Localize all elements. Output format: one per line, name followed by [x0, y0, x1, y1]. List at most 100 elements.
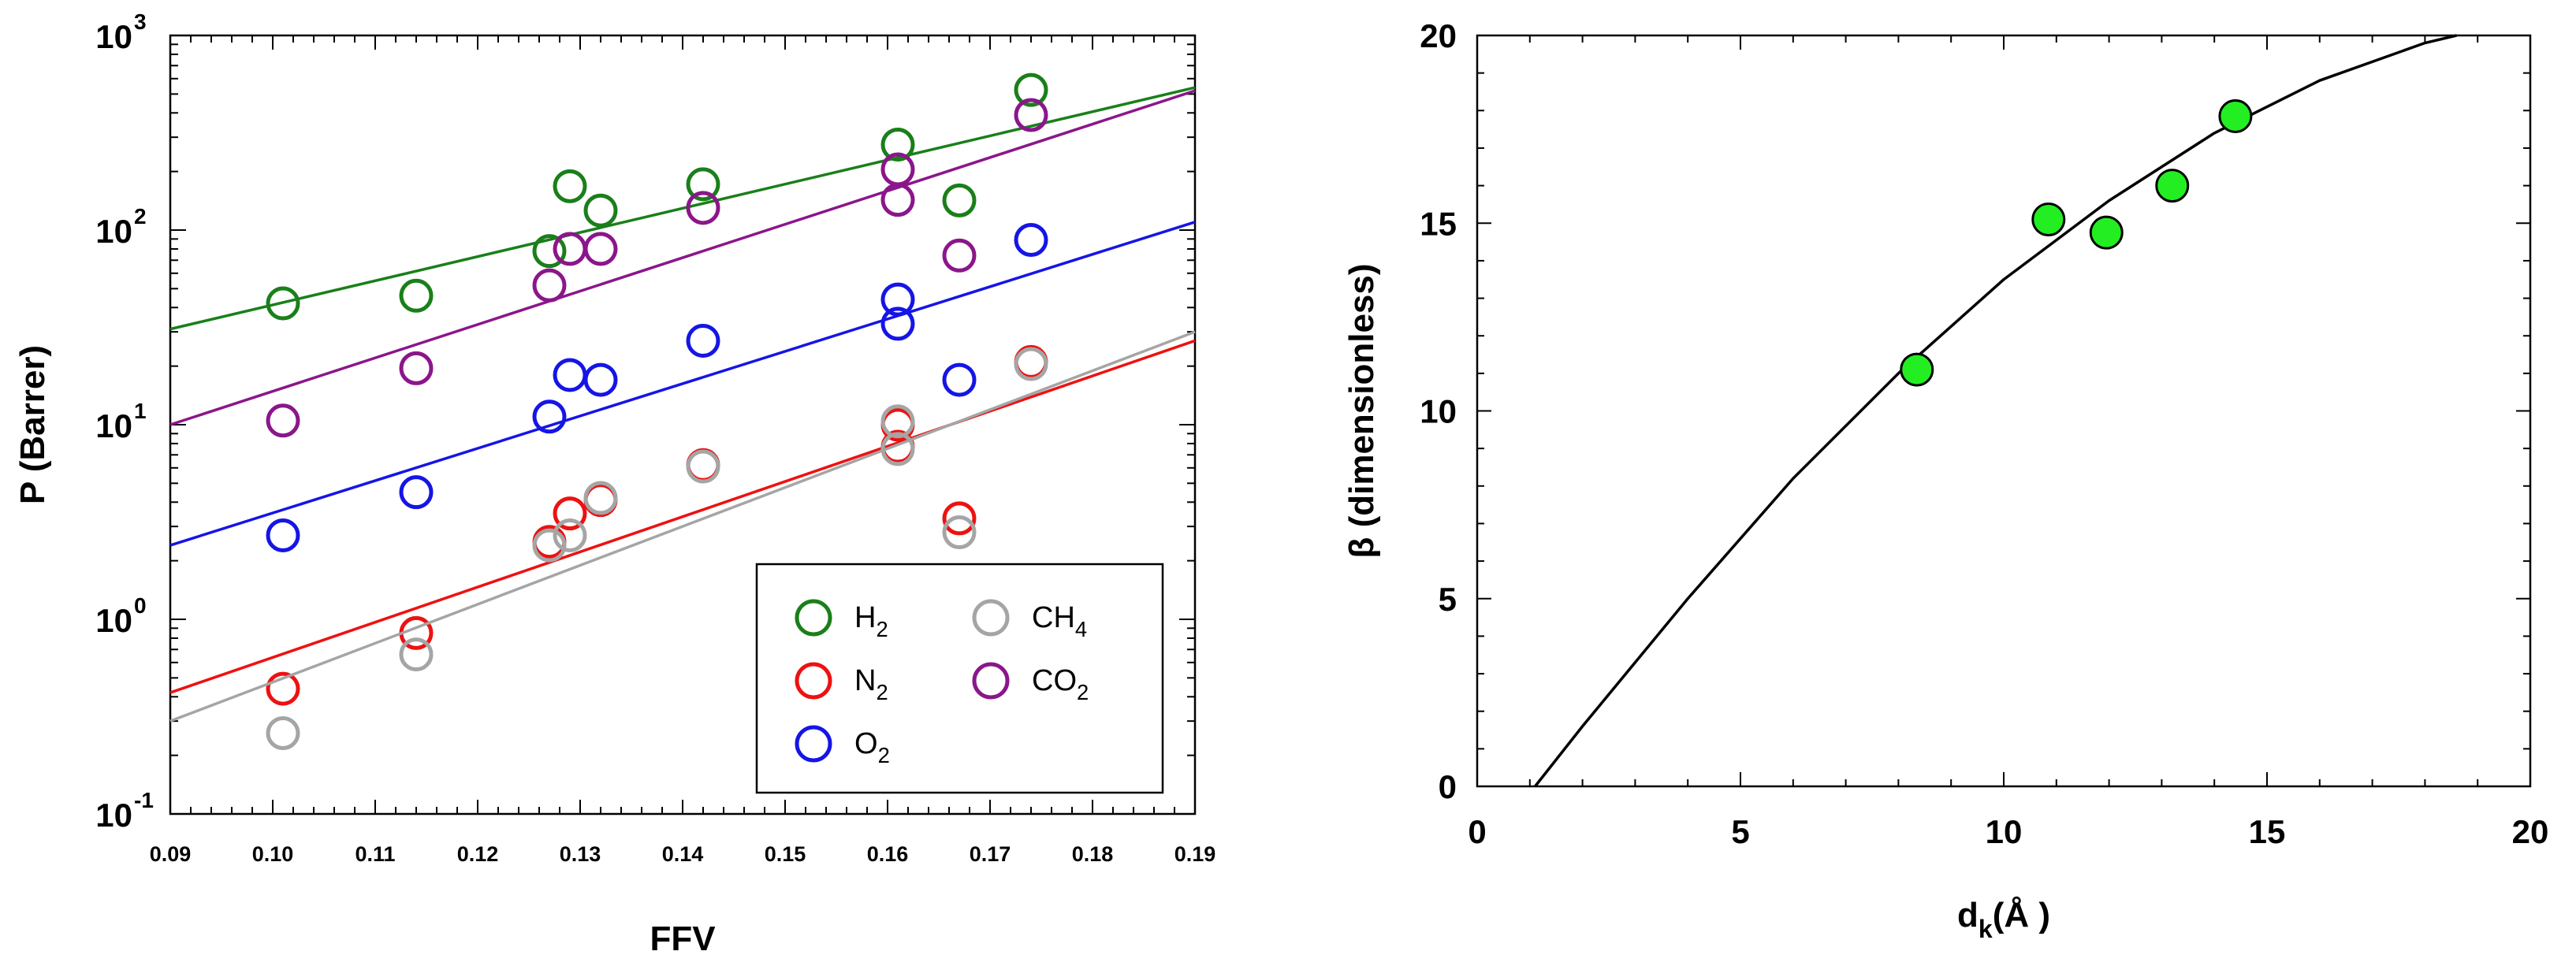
data-point-H2: [399, 278, 434, 313]
left-y-tick-exponent: 1: [134, 399, 147, 423]
data-point-CH4: [942, 515, 977, 550]
fit-line-N2: [169, 339, 1196, 694]
legend-label-H2: H2: [854, 601, 888, 641]
right-y-axis-title: β (dimensionless): [1342, 263, 1381, 558]
left-x-tick-label: 0.17: [970, 842, 1011, 866]
data-point-H2: [553, 169, 587, 203]
data-point-H2: [1014, 72, 1048, 107]
left-x-tick-label: 0.09: [150, 842, 192, 866]
data-point-CO2: [1014, 98, 1048, 132]
data-point-O2: [399, 475, 434, 510]
beta-data-point: [2155, 169, 2190, 203]
beta-data-point: [2089, 215, 2124, 250]
data-point-O2: [880, 307, 915, 341]
right-y-tick-label: 15: [1420, 205, 1457, 242]
left-x-tick-label: 0.10: [252, 842, 294, 866]
legend-label-N2: N2: [854, 664, 888, 704]
right-x-axis-title: dk(Å ): [1957, 896, 2050, 943]
legend-marker-N2: [795, 662, 832, 700]
beta-data-point: [2031, 202, 2066, 236]
left-y-tick-exponent: 2: [134, 204, 147, 228]
right-x-tick-label: 15: [2249, 813, 2286, 850]
data-point-N2: [942, 501, 977, 536]
left-y-tick-label: 10: [95, 407, 132, 444]
data-point-H2: [532, 234, 567, 269]
data-point-CO2: [880, 183, 915, 217]
right-x-tick-label: 5: [1731, 813, 1749, 850]
data-point-CH4: [266, 716, 300, 751]
data-point-O2: [880, 282, 915, 317]
left-x-tick-label: 0.15: [765, 842, 806, 866]
data-point-CO2: [399, 351, 434, 385]
data-point-CH4: [686, 449, 720, 484]
left-x-tick-label: 0.16: [867, 842, 909, 866]
right-plot-frame: [1476, 34, 2532, 788]
left-y-tick-exponent: -1: [134, 788, 154, 812]
data-point-O2: [1014, 223, 1048, 258]
data-point-O2: [686, 323, 720, 358]
left-x-axis-title: FFV: [650, 920, 716, 958]
legend-marker-O2: [795, 725, 832, 763]
legend-marker-CO2: [972, 662, 1010, 700]
beta-data-point: [1900, 352, 1934, 387]
legend-marker-CH4: [972, 599, 1010, 637]
legend-marker-H2: [795, 599, 832, 637]
data-point-CO2: [942, 238, 977, 273]
data-point-O2: [532, 399, 567, 434]
right-x-tick-label: 10: [1986, 813, 2023, 850]
left-x-tick-label: 0.14: [662, 842, 704, 866]
left-y-tick-label: 10: [95, 18, 132, 55]
data-point-CH4: [583, 481, 618, 515]
left-y-tick-exponent: 0: [134, 593, 147, 618]
data-point-CO2: [583, 232, 618, 266]
fit-line-CO2: [169, 89, 1196, 426]
left-x-tick-label: 0.11: [355, 842, 395, 866]
data-point-CO2: [686, 191, 720, 225]
data-point-CO2: [553, 232, 587, 266]
data-point-CH4: [553, 518, 587, 552]
data-point-O2: [583, 362, 618, 397]
data-point-O2: [553, 358, 587, 392]
left-y-tick-label: 10: [95, 602, 132, 639]
data-point-H2: [942, 183, 977, 217]
fit-line-CH4: [169, 330, 1196, 723]
legend-label-CH4: CH4: [1032, 601, 1087, 641]
left-x-tick-label: 0.18: [1072, 842, 1114, 866]
left-y-tick-exponent: 3: [134, 9, 147, 34]
data-point-H2: [266, 286, 300, 321]
data-point-CH4: [1014, 347, 1048, 381]
right-x-tick-label: 20: [2512, 813, 2549, 850]
left-x-tick-label: 0.12: [457, 842, 499, 866]
left-x-tick-label: 0.19: [1174, 842, 1216, 866]
left-y-tick-label: 10: [95, 797, 132, 834]
permeability-vs-ffv-chart: 0.09 0.10 0.11 0.12 0.13 0.14 0.15 0.16 0.17 0.18…: [13, 9, 1215, 958]
right-y-tick-label: 20: [1420, 17, 1457, 54]
data-point-H2: [880, 127, 915, 162]
legend-label-CO2: CO2: [1032, 664, 1089, 704]
legend-label-O2: O2: [854, 727, 890, 767]
data-point-CH4: [880, 404, 915, 439]
fit-line-O2: [169, 221, 1196, 547]
right-x-tick-label: 0: [1468, 813, 1486, 850]
left-y-axis-title: P (Barrer): [13, 345, 52, 504]
data-point-CH4: [399, 637, 434, 672]
data-point-CO2: [266, 403, 300, 438]
data-point-H2: [686, 167, 720, 202]
beta-vs-dk-chart: 0 5 10 15 20 0 5 10 15 20 dk(Å ) β (dimensionless): [1342, 17, 2548, 943]
fit-curve: [1534, 34, 2457, 788]
left-y-tick-label: 10: [95, 213, 132, 250]
data-point-N2: [553, 496, 587, 531]
left-x-tick-label: 0.13: [560, 842, 601, 866]
right-y-tick-label: 5: [1439, 581, 1457, 618]
data-point-H2: [583, 193, 618, 228]
data-point-CO2: [532, 268, 567, 303]
data-point-O2: [942, 362, 977, 397]
right-y-tick-label: 10: [1420, 393, 1457, 430]
right-y-tick-label: 0: [1439, 768, 1457, 805]
data-point-CH4: [532, 528, 567, 563]
data-point-N2: [266, 671, 300, 706]
beta-data-point: [2218, 98, 2253, 133]
data-point-CH4: [880, 432, 915, 466]
data-point-O2: [266, 518, 300, 552]
